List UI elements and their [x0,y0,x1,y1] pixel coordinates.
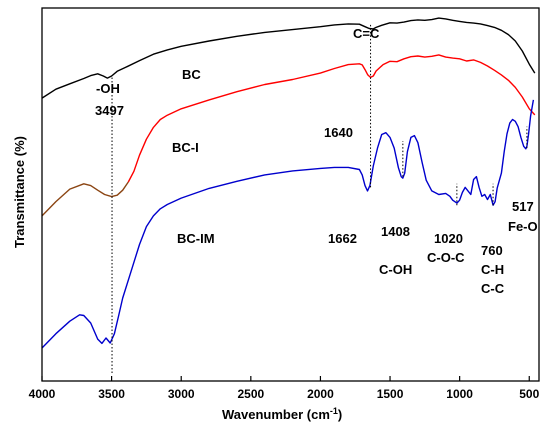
peak-label-c-double-c: C=C [353,26,380,41]
series-label-bc: BC [182,67,201,82]
plot-frame [41,7,540,382]
x-tick-label-500: 500 [519,387,539,401]
peak-label-c-c: C-C [481,281,505,296]
peak-label-760: 760 [481,243,503,258]
series-line-bc-im [41,99,535,349]
x-axis-ticks: 4000 3500 3000 2500 2000 1500 1000 500 [29,376,540,401]
peak-label-1662: 1662 [328,231,357,246]
peak-markers [111,23,528,373]
series-line-bc-i [127,54,536,183]
x-tick-label-3500: 3500 [98,387,125,401]
peak-label-1408: 1408 [381,224,410,239]
series-line-bc [41,17,536,99]
series-label-bc-i: BC-I [172,140,199,155]
peak-label-oh: -OH [96,81,120,96]
x-tick-label-3000: 3000 [168,387,195,401]
peak-label-c-oh: C-OH [379,262,412,277]
peak-label-c-o-c: C-O-C [427,250,465,265]
peak-label-1020: 1020 [434,231,463,246]
y-axis-title: Transmittance (%) [12,136,27,248]
peak-label-3497: 3497 [95,103,124,118]
peak-label-517: 517 [512,199,534,214]
spectra-curves [41,17,536,349]
x-axis-title: Wavenumber (cm-1) [222,406,342,422]
x-tick-label-1000: 1000 [446,387,473,401]
x-tick-label-4000: 4000 [29,387,56,401]
peak-label-c-h: C-H [481,262,504,277]
series-label-bc-im: BC-IM [177,231,215,246]
series-line-bc-i-low [41,181,129,217]
x-tick-label-2000: 2000 [307,387,334,401]
x-tick-label-1500: 1500 [377,387,404,401]
peak-label-1640: 1640 [324,125,353,140]
x-tick-label-2500: 2500 [237,387,264,401]
peak-label-fe-o: Fe-O [508,219,538,234]
